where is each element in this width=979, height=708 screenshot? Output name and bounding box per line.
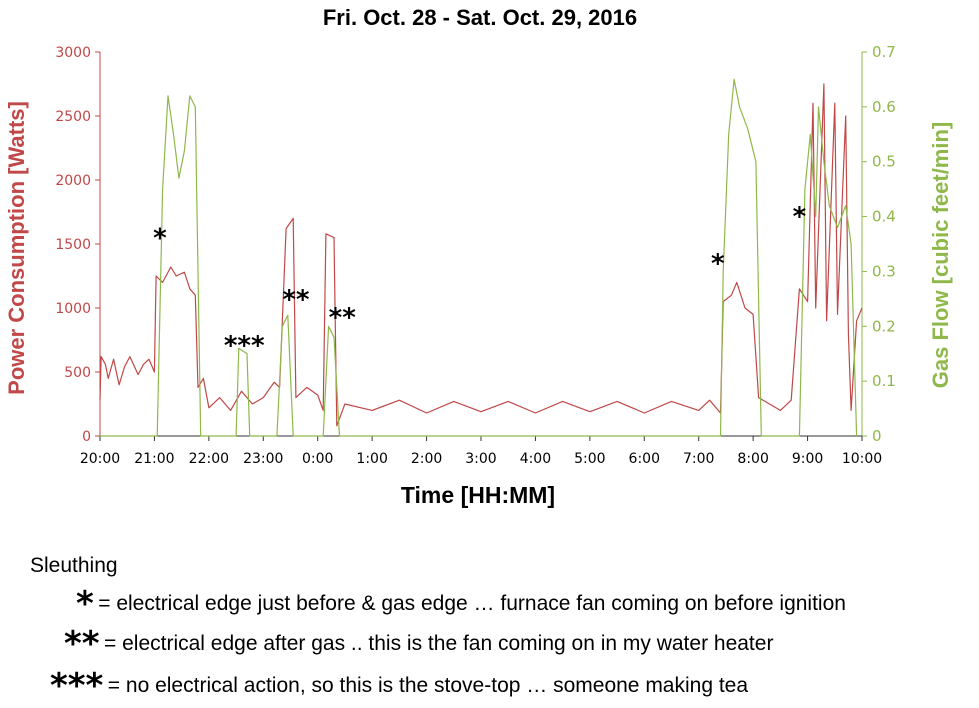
left-tick-label: 3000 <box>55 45 91 61</box>
chart: Fri. Oct. 28 - Sat. Oct. 29, 2016 0 500 10… <box>4 5 953 508</box>
legend-text: = no electrical action, so this is the s… <box>107 674 749 697</box>
gas-flow-series <box>100 78 858 437</box>
x-tick-label: 23:00 <box>243 451 283 467</box>
legend-mark: ** <box>64 624 100 664</box>
legend-text: = electrical edge just before & gas edge… <box>98 592 846 615</box>
annotation-mark: ** <box>282 285 310 315</box>
right-tick-label: 0.7 <box>872 43 896 61</box>
x-tick-label: 8:00 <box>737 451 768 467</box>
left-tick-label: 1500 <box>55 237 91 253</box>
x-tick-label: 21:00 <box>134 451 174 467</box>
annotation-mark: * <box>793 202 807 232</box>
power-consumption-series <box>99 83 863 427</box>
left-tick-label: 0 <box>82 429 91 445</box>
annotation-mark: * <box>711 249 725 279</box>
legend-mark: * <box>76 584 94 624</box>
right-tick-label: 0.5 <box>872 153 896 171</box>
right-y-axis-label: Gas Flow [cubic feet/min] <box>928 122 953 388</box>
right-tick-label: 0.3 <box>872 262 896 280</box>
annotation-mark: * <box>153 224 167 254</box>
left-tick-label: 2500 <box>55 109 91 125</box>
legend-item-double-star: ** = electrical edge after gas .. this i… <box>64 624 773 664</box>
x-tick-label: 6:00 <box>629 451 660 467</box>
annotation-mark: *** <box>224 331 265 361</box>
x-tick-label: 3:00 <box>465 451 496 467</box>
x-tick-label: 7:00 <box>683 451 714 467</box>
x-tick-label: 0:00 <box>302 451 333 467</box>
x-tick-label: 9:00 <box>792 451 823 467</box>
left-tick-label: 2000 <box>55 173 91 189</box>
right-y-axis: 0 0.1 0.2 0.3 0.4 0.5 0.6 0.7 <box>862 43 896 445</box>
legend-title: Sleuthing <box>30 554 118 577</box>
right-tick-label: 0.4 <box>872 208 896 226</box>
x-axis-label: Time [HH:MM] <box>401 482 555 508</box>
right-tick-label: 0 <box>872 427 882 445</box>
sleuthing-legend: Sleuthing * = electrical edge just befor… <box>0 548 979 708</box>
left-tick-label: 500 <box>64 365 91 381</box>
x-tick-label: 20:00 <box>80 451 120 467</box>
right-tick-label: 0.1 <box>872 372 896 390</box>
left-y-axis-label: Power Consumption [Watts] <box>4 101 29 395</box>
right-tick-label: 0.2 <box>872 317 896 335</box>
legend-item-triple-star: *** = no electrical action, so this is t… <box>50 666 748 706</box>
x-tick-label: 5:00 <box>574 451 605 467</box>
right-tick-label: 0.6 <box>872 98 896 116</box>
annotation-layer: ********** <box>153 202 807 361</box>
x-tick-label: 22:00 <box>189 451 229 467</box>
series-layer <box>99 78 863 437</box>
annotation-mark: ** <box>329 303 357 333</box>
x-tick-label: 1:00 <box>356 451 387 467</box>
x-axis: 20:00 21:00 22:00 23:00 0:00 1:00 2:00 3:00 4:00… <box>80 436 882 467</box>
x-tick-label: 10:00 <box>842 451 882 467</box>
left-y-axis: 0 500 1000 1500 2000 2500 3000 <box>55 45 100 445</box>
x-tick-label: 2:00 <box>411 451 442 467</box>
legend-item-single-star: * = electrical edge just before & gas ed… <box>76 584 846 624</box>
left-tick-label: 1000 <box>55 301 91 317</box>
chart-title: Fri. Oct. 28 - Sat. Oct. 29, 2016 <box>323 5 637 30</box>
plot-frame <box>99 52 863 437</box>
legend-mark: *** <box>50 666 104 706</box>
x-tick-label: 4:00 <box>520 451 551 467</box>
legend-text: = electrical edge after gas .. this is t… <box>104 632 774 655</box>
